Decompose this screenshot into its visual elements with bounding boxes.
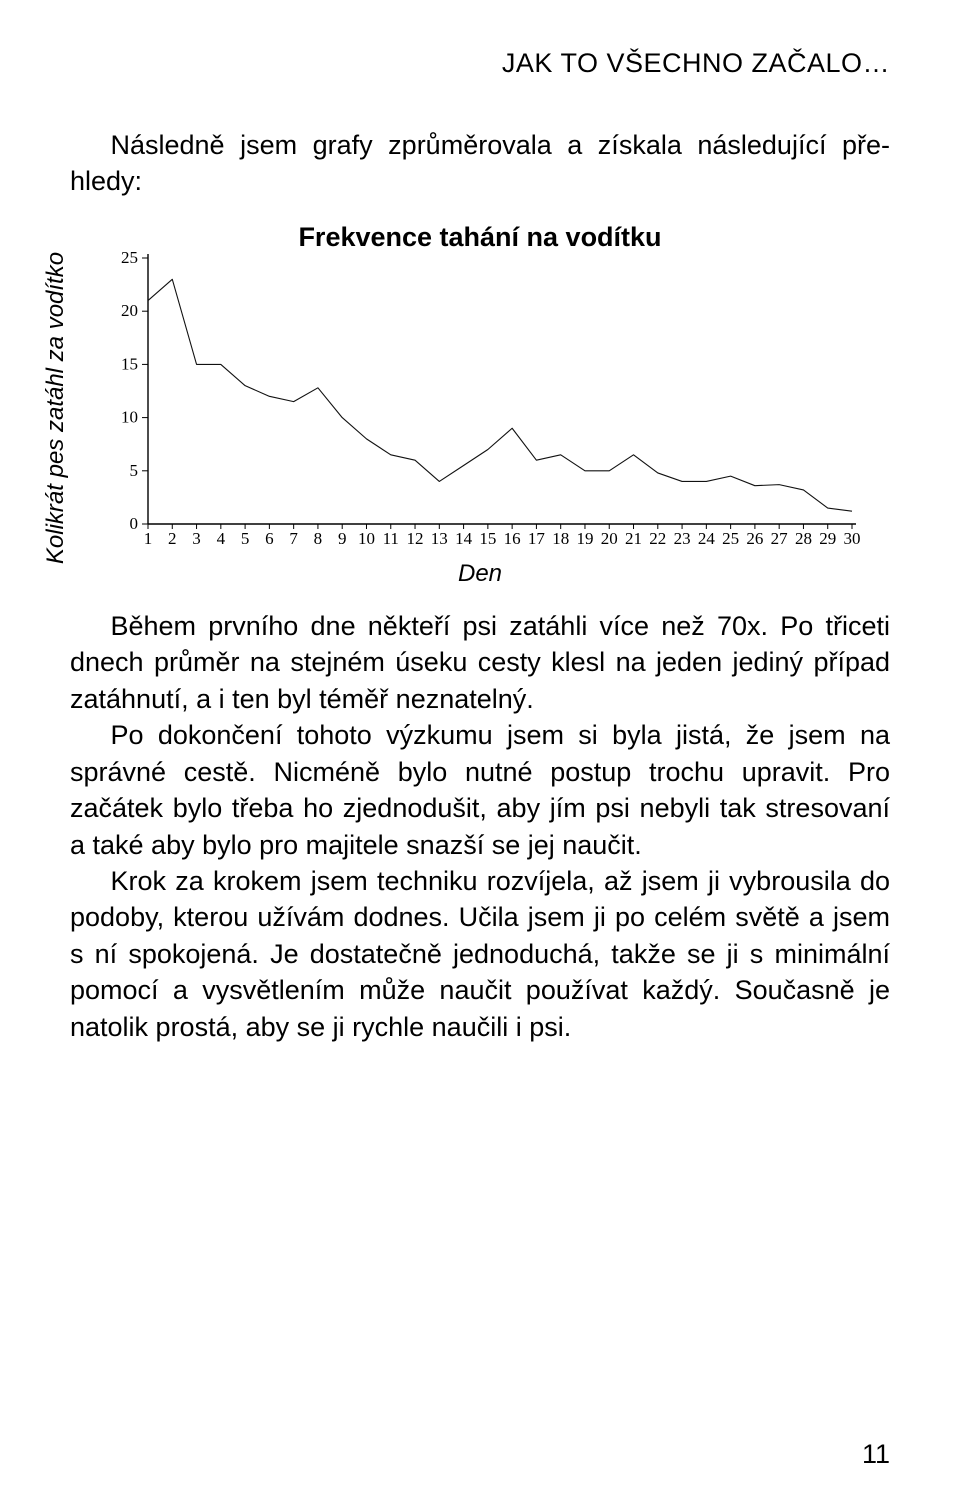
svg-text:10: 10 [358,529,375,548]
svg-text:26: 26 [746,529,763,548]
svg-text:24: 24 [698,529,716,548]
svg-text:25: 25 [121,248,138,267]
svg-text:12: 12 [407,529,424,548]
svg-text:10: 10 [121,407,138,426]
svg-text:20: 20 [601,529,618,548]
svg-text:21: 21 [625,529,642,548]
svg-text:9: 9 [338,529,347,548]
svg-text:29: 29 [819,529,836,548]
svg-text:19: 19 [576,529,593,548]
svg-text:25: 25 [722,529,739,548]
svg-text:5: 5 [241,529,250,548]
svg-text:1: 1 [144,529,153,548]
svg-text:23: 23 [674,529,691,548]
svg-text:4: 4 [217,529,226,548]
paragraph-3: Krok za krokem jsem techniku rozvíjela, … [70,863,890,1045]
svg-text:6: 6 [265,529,274,548]
svg-text:27: 27 [771,529,789,548]
line-chart: 0510152025123456789101112131415161718192… [104,228,864,558]
svg-text:15: 15 [121,354,138,373]
svg-text:30: 30 [844,529,861,548]
chart-container: Frekvence tahání na vodítku Kolikrát pes… [70,228,890,588]
page-number: 11 [862,1439,890,1470]
body-text: Během prvního dne někteří psi zatáhli ví… [70,608,890,1045]
svg-text:13: 13 [431,529,448,548]
svg-text:17: 17 [528,529,546,548]
svg-text:15: 15 [479,529,496,548]
svg-text:0: 0 [130,514,139,533]
svg-text:18: 18 [552,529,569,548]
paragraph-1: Během prvního dne někteří psi zatáhli ví… [70,608,890,717]
svg-text:20: 20 [121,301,138,320]
svg-text:16: 16 [504,529,521,548]
paragraph-2: Po dokončení tohoto výzkumu jsem si byla… [70,717,890,863]
svg-text:11: 11 [383,529,399,548]
svg-text:5: 5 [130,461,139,480]
svg-text:7: 7 [289,529,298,548]
chart-title: Frekvence tahání na vodítku [298,222,661,253]
chart-y-axis-label: Kolikrát pes zatáhl za vodítko [42,252,70,564]
svg-text:2: 2 [168,529,177,548]
svg-text:14: 14 [455,529,473,548]
svg-text:8: 8 [314,529,323,548]
intro-paragraph: Následně jsem grafy zprůměrovala a získa… [70,127,890,200]
svg-text:22: 22 [649,529,666,548]
svg-text:3: 3 [192,529,201,548]
svg-text:28: 28 [795,529,812,548]
page-header: JAK TO VŠECHNO ZAČALO… [70,48,890,79]
chart-x-axis-label: Den [70,560,890,588]
